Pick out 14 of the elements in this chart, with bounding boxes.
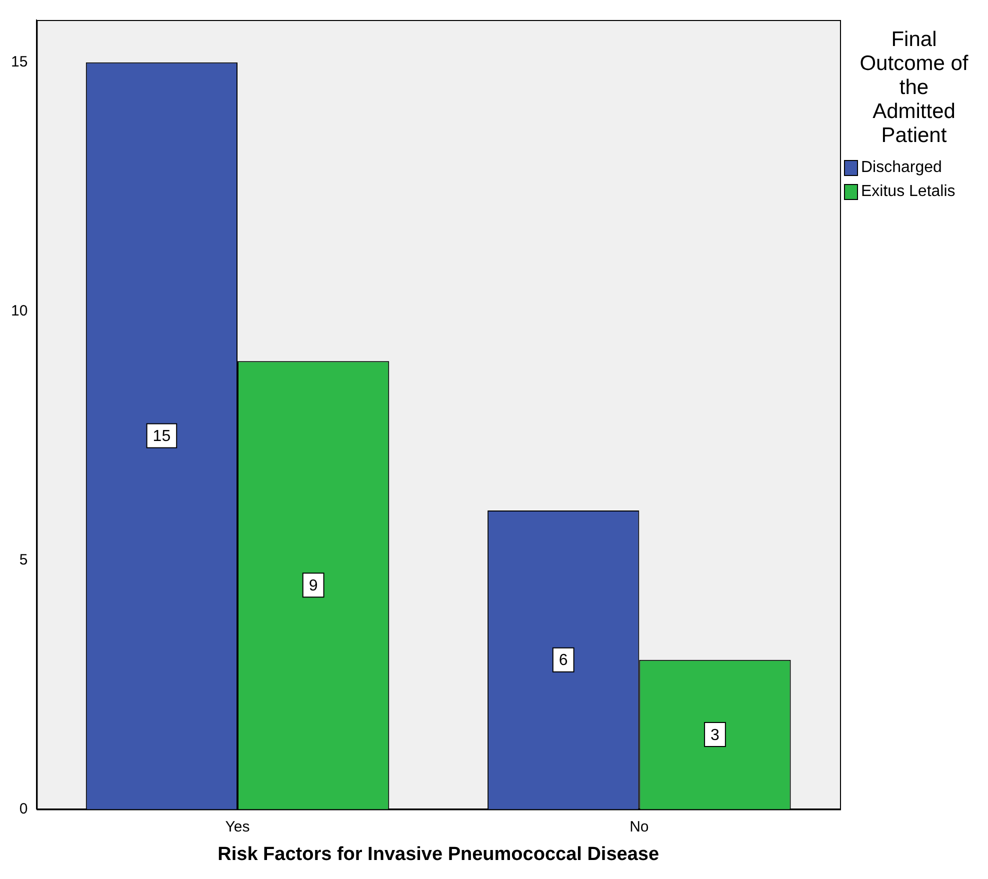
legend-label: Discharged — [861, 159, 942, 177]
data-label: 6 — [558, 652, 568, 670]
data-label: 15 — [152, 428, 171, 446]
legend-label: Exitus Letalis — [861, 183, 956, 201]
x-tick-label: Yes — [225, 818, 250, 836]
x-axis-title: Risk Factors for Invasive Pneumococcal Disease — [218, 844, 660, 865]
y-tick-label: 0 — [19, 800, 28, 818]
x-tick-label: No — [630, 818, 649, 836]
legend-title: Final Outcome of the Admitted Patient — [858, 28, 970, 148]
y-tick-label: 5 — [19, 551, 28, 568]
y-tick-label: 15 — [10, 53, 28, 70]
data-label: 9 — [308, 578, 318, 595]
y-tick-label: 10 — [10, 302, 28, 320]
data-label: 3 — [710, 726, 720, 744]
